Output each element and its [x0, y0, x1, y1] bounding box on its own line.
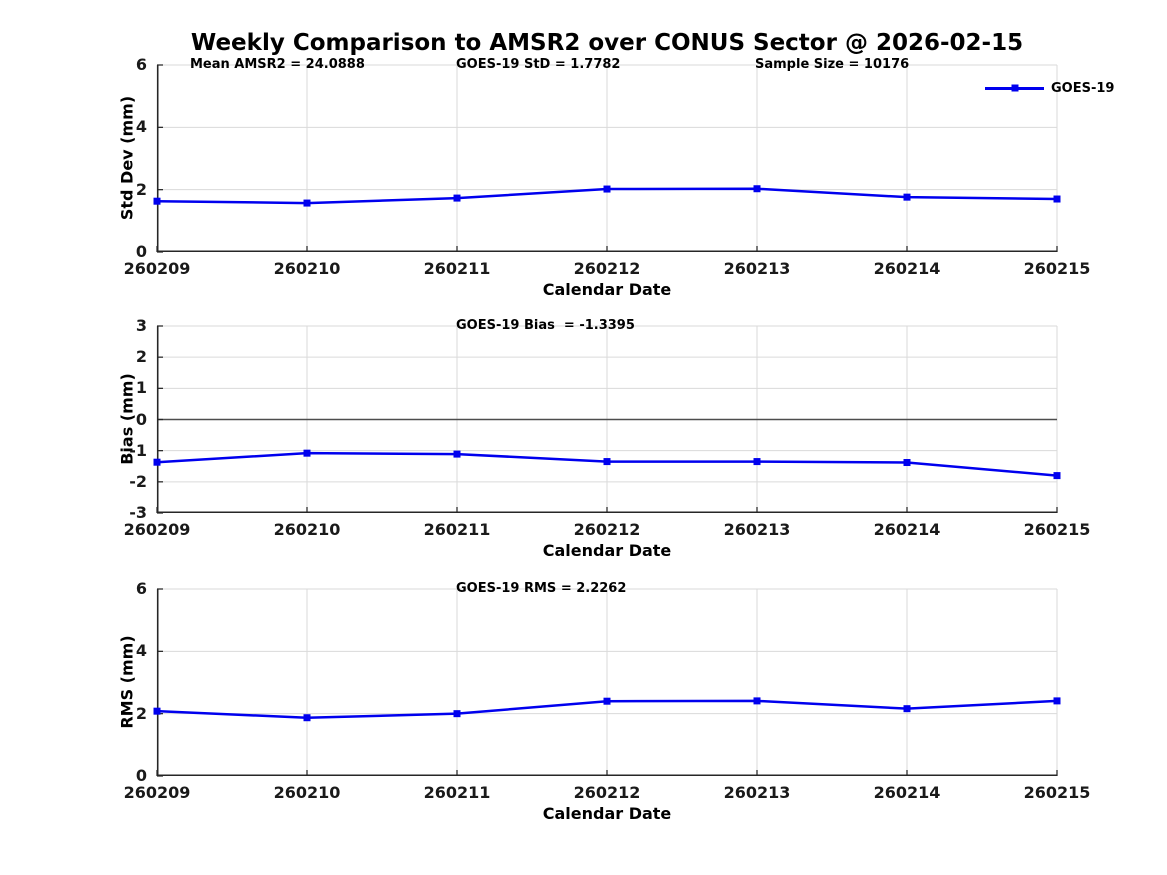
y-tick-label: 2 [135, 179, 147, 199]
y-tick-label: 2 [135, 347, 147, 367]
x-tick-label: 260211 [423, 520, 491, 539]
data-point [603, 185, 611, 193]
y-tick-label: 4 [135, 641, 147, 661]
data-point [453, 194, 461, 202]
y-tick-label: 0 [135, 242, 147, 261]
x-tick-label: 260215 [1023, 520, 1091, 539]
y-tick-label: 2 [135, 703, 147, 723]
data-point [603, 697, 611, 705]
annotation-goes19-std: GOES-19 StD = 1.7782 [456, 57, 621, 72]
x-tick-label: 260213 [723, 783, 791, 802]
x-tick-label: 260212 [573, 520, 641, 539]
x-tick-label: 260210 [273, 259, 341, 278]
x-tick-label: 260209 [123, 783, 191, 802]
data-point [1053, 195, 1061, 203]
rms-line-chart [153, 588, 1061, 777]
x-axis-label: Calendar Date [542, 541, 672, 560]
data-point [303, 714, 311, 722]
y-tick-label: 6 [135, 55, 147, 74]
subplot-bias: Bias (mm) -3 -2 -1 0 1 2 3 260209 260210 260211 2… [0, 317, 1167, 560]
y-tick-label: 4 [135, 117, 147, 137]
data-point [903, 193, 911, 201]
x-tick-label: 260215 [1023, 259, 1091, 278]
y-axis-ticks: 0 2 4 6 [0, 580, 147, 785]
x-tick-label: 260209 [123, 259, 191, 278]
y-tick-label: -2 [129, 471, 147, 491]
y-tick-label: -1 [129, 440, 147, 460]
legend-square-marker-icon [1011, 84, 1018, 92]
x-axis-label: Calendar Date [542, 804, 672, 823]
x-tick-label: 260211 [423, 259, 491, 278]
x-tick-label: 260211 [423, 783, 491, 802]
y-tick-label: 0 [135, 409, 147, 429]
annotation-sample-size: Sample Size = 10176 [755, 57, 910, 72]
data-point [453, 710, 461, 718]
data-point [153, 707, 161, 715]
x-axis-ticks: 260209 260210 260211 260212 260213 260214 2602… [0, 521, 1167, 539]
data-point [753, 185, 761, 193]
legend-line-swatch [985, 84, 1044, 92]
y-tick-label: 3 [135, 316, 147, 335]
data-point [153, 197, 161, 205]
data-point [903, 459, 911, 467]
y-tick-label: 6 [135, 579, 147, 598]
data-point [1053, 472, 1061, 480]
legend: GOES-19 [985, 79, 1114, 97]
x-tick-label: 260212 [573, 783, 641, 802]
data-point [453, 450, 461, 458]
y-axis-ticks: 0 2 4 6 [0, 56, 147, 261]
figure-title: Weekly Comparison to AMSR2 over CONUS Se… [190, 30, 1024, 56]
x-axis-ticks: 260209 260210 260211 260212 260213 260214 2602… [0, 784, 1167, 802]
x-axis-label: Calendar Date [542, 280, 672, 299]
std-dev-line-chart [153, 64, 1061, 253]
y-tick-label: 1 [135, 378, 147, 398]
y-tick-label: 0 [135, 766, 147, 785]
annotation-goes19-rms: GOES-19 RMS = 2.2262 [456, 581, 627, 596]
data-point [303, 449, 311, 457]
annotation-goes19-bias: GOES-19 Bias = -1.3395 [456, 318, 635, 333]
bias-line-chart [153, 325, 1061, 514]
x-tick-label: 260214 [873, 783, 941, 802]
legend-label: GOES-19 [1051, 80, 1115, 96]
data-point [903, 705, 911, 713]
annotation-mean-amsr2: Mean AMSR2 = 24.0888 [190, 57, 365, 72]
x-tick-label: 260214 [873, 259, 941, 278]
data-point [753, 697, 761, 705]
x-axis-ticks: 260209 260210 260211 260212 260213 260214 2602… [0, 260, 1167, 278]
x-tick-label: 260210 [273, 783, 341, 802]
y-axis-ticks: -3 -2 -1 0 1 2 3 [0, 317, 147, 522]
y-tick-label: -3 [129, 503, 147, 522]
x-tick-label: 260213 [723, 520, 791, 539]
x-tick-label: 260215 [1023, 783, 1091, 802]
data-point [753, 458, 761, 466]
data-point [303, 199, 311, 207]
data-point [603, 458, 611, 466]
x-tick-label: 260213 [723, 259, 791, 278]
data-point [1053, 697, 1061, 705]
x-tick-label: 260210 [273, 520, 341, 539]
x-tick-label: 260212 [573, 259, 641, 278]
x-tick-label: 260209 [123, 520, 191, 539]
data-point [153, 458, 161, 466]
x-tick-label: 260214 [873, 520, 941, 539]
